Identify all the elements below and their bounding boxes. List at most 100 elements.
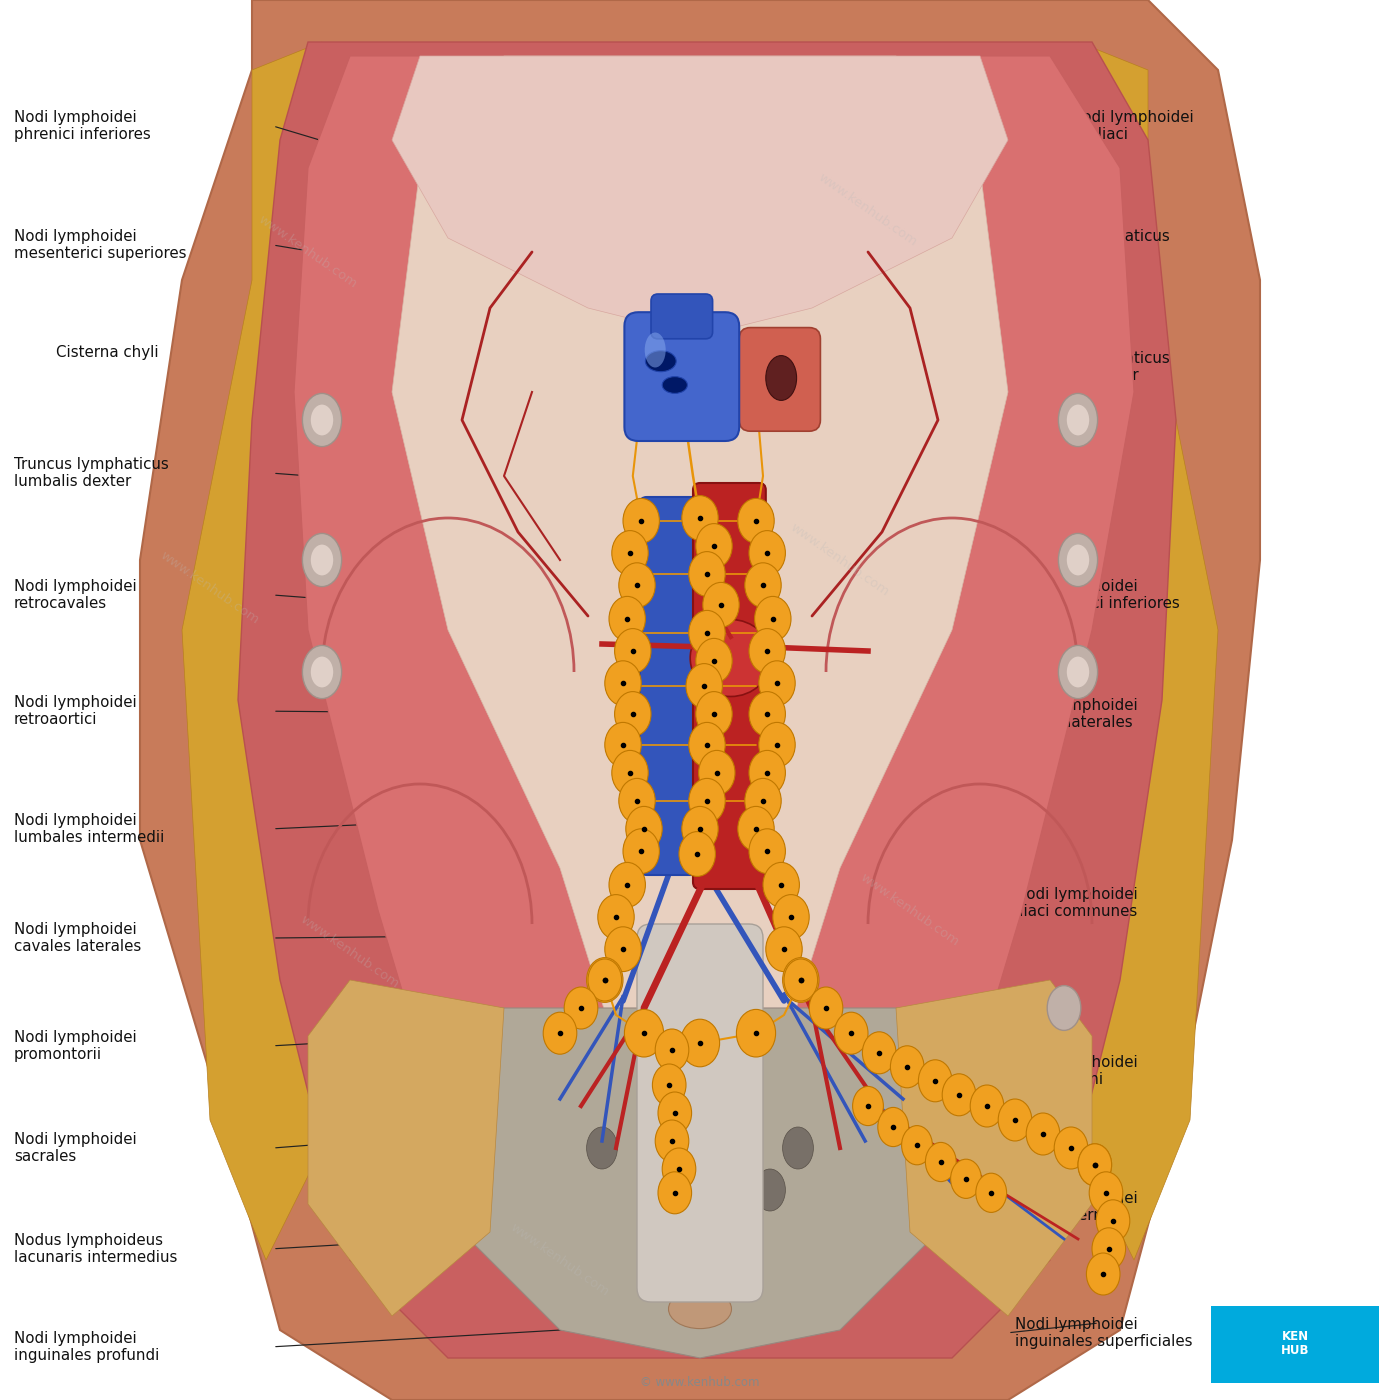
- Ellipse shape: [302, 393, 342, 447]
- Polygon shape: [392, 56, 1008, 336]
- Ellipse shape: [689, 610, 725, 655]
- Ellipse shape: [749, 829, 785, 874]
- Text: KEN
HUB: KEN HUB: [1281, 1330, 1309, 1358]
- Ellipse shape: [1058, 533, 1098, 587]
- Polygon shape: [238, 42, 1176, 1358]
- Ellipse shape: [736, 1009, 776, 1057]
- Ellipse shape: [749, 750, 785, 795]
- Ellipse shape: [773, 895, 809, 939]
- Ellipse shape: [1058, 645, 1098, 699]
- Ellipse shape: [564, 987, 598, 1029]
- Ellipse shape: [1086, 1253, 1120, 1295]
- Ellipse shape: [766, 927, 802, 972]
- Text: Truncus lymphaticus
lumbalis sinister: Truncus lymphaticus lumbalis sinister: [1015, 350, 1170, 384]
- Text: Nodi lymphoidei
mesenterici inferiores: Nodi lymphoidei mesenterici inferiores: [1015, 578, 1180, 612]
- Text: www.kenhub.com: www.kenhub.com: [816, 171, 920, 249]
- Ellipse shape: [645, 351, 676, 372]
- Ellipse shape: [615, 692, 651, 736]
- Ellipse shape: [699, 1197, 729, 1239]
- Ellipse shape: [609, 596, 645, 641]
- Ellipse shape: [623, 498, 659, 543]
- Ellipse shape: [679, 832, 715, 876]
- Text: Truncus lymphaticus
intestinalis: Truncus lymphaticus intestinalis: [1015, 228, 1170, 262]
- Text: www.kenhub.com: www.kenhub.com: [788, 521, 892, 599]
- Text: Nodi lymphoidei
promontorii: Nodi lymphoidei promontorii: [14, 1029, 137, 1063]
- Polygon shape: [308, 980, 504, 1316]
- Ellipse shape: [658, 1092, 692, 1134]
- Ellipse shape: [588, 959, 622, 1001]
- Ellipse shape: [598, 895, 634, 939]
- FancyBboxPatch shape: [640, 497, 704, 875]
- Ellipse shape: [658, 1172, 692, 1214]
- Ellipse shape: [1047, 986, 1081, 1030]
- Polygon shape: [182, 42, 336, 1260]
- Ellipse shape: [543, 1012, 577, 1054]
- Ellipse shape: [749, 692, 785, 736]
- Ellipse shape: [696, 638, 732, 683]
- Ellipse shape: [311, 657, 333, 687]
- Ellipse shape: [1078, 1144, 1112, 1186]
- Text: www.kenhub.com: www.kenhub.com: [158, 549, 262, 627]
- Ellipse shape: [759, 661, 795, 706]
- Ellipse shape: [783, 958, 819, 1002]
- Ellipse shape: [853, 1086, 883, 1126]
- Text: Nodi lymphoidei
retroaortici: Nodi lymphoidei retroaortici: [14, 694, 137, 728]
- Ellipse shape: [738, 498, 774, 543]
- Text: Nodi lymphoidei
iliaci externi: Nodi lymphoidei iliaci externi: [1015, 1190, 1138, 1224]
- Ellipse shape: [609, 862, 645, 907]
- Text: Nodi lymphoidei
retrocavales: Nodi lymphoidei retrocavales: [14, 578, 137, 612]
- Ellipse shape: [783, 1127, 813, 1169]
- Ellipse shape: [745, 778, 781, 823]
- Text: © www.kenhub.com: © www.kenhub.com: [640, 1376, 760, 1389]
- Ellipse shape: [655, 1029, 689, 1071]
- Text: www.kenhub.com: www.kenhub.com: [508, 1221, 612, 1299]
- Ellipse shape: [689, 552, 725, 596]
- Ellipse shape: [749, 531, 785, 575]
- Ellipse shape: [834, 1012, 868, 1054]
- Ellipse shape: [925, 1142, 956, 1182]
- Ellipse shape: [612, 531, 648, 575]
- Ellipse shape: [699, 750, 735, 795]
- FancyBboxPatch shape: [1211, 1306, 1379, 1383]
- Text: Nodi lymphoidei
coeliaci: Nodi lymphoidei coeliaci: [1071, 109, 1194, 143]
- Ellipse shape: [619, 563, 655, 608]
- Ellipse shape: [662, 377, 687, 393]
- Ellipse shape: [624, 1009, 664, 1057]
- Ellipse shape: [1089, 1172, 1123, 1214]
- Ellipse shape: [686, 664, 722, 708]
- Ellipse shape: [745, 563, 781, 608]
- Polygon shape: [140, 0, 1260, 1400]
- Ellipse shape: [587, 1127, 617, 1169]
- Ellipse shape: [755, 596, 791, 641]
- Ellipse shape: [976, 1173, 1007, 1212]
- Text: Nodi lymphoidei
iliaci interni: Nodi lymphoidei iliaci interni: [1015, 1054, 1138, 1088]
- Ellipse shape: [696, 524, 732, 568]
- Ellipse shape: [970, 1085, 1004, 1127]
- Ellipse shape: [612, 750, 648, 795]
- Polygon shape: [896, 980, 1092, 1316]
- Polygon shape: [1064, 42, 1218, 1260]
- Text: Nodi lymphoidei
lumbales intermedii: Nodi lymphoidei lumbales intermedii: [14, 812, 164, 846]
- Ellipse shape: [311, 405, 333, 435]
- Ellipse shape: [1058, 393, 1098, 447]
- FancyBboxPatch shape: [624, 312, 739, 441]
- Ellipse shape: [1078, 1144, 1112, 1186]
- Ellipse shape: [682, 496, 718, 540]
- Ellipse shape: [644, 333, 666, 367]
- Ellipse shape: [619, 778, 655, 823]
- Ellipse shape: [643, 1169, 673, 1211]
- Ellipse shape: [1026, 1113, 1060, 1155]
- Ellipse shape: [655, 1120, 689, 1162]
- Polygon shape: [392, 56, 1008, 1260]
- Ellipse shape: [942, 1074, 976, 1116]
- Ellipse shape: [605, 927, 641, 972]
- Ellipse shape: [1067, 657, 1089, 687]
- Ellipse shape: [878, 1107, 909, 1147]
- Ellipse shape: [902, 1126, 932, 1165]
- Ellipse shape: [1067, 545, 1089, 575]
- Text: Nodi lymphoidei
mesenterici superiores: Nodi lymphoidei mesenterici superiores: [14, 228, 186, 262]
- Ellipse shape: [703, 582, 739, 627]
- Ellipse shape: [759, 722, 795, 767]
- Ellipse shape: [587, 958, 623, 1002]
- Polygon shape: [448, 1008, 952, 1358]
